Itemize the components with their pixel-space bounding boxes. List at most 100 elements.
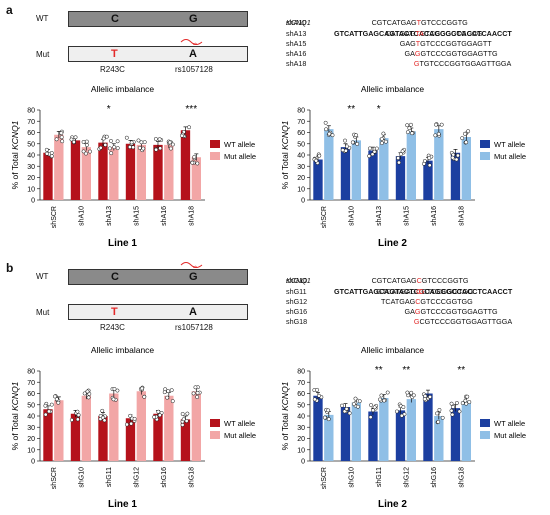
data-point [451, 404, 456, 409]
data-point [354, 133, 359, 138]
wt-g-base: G [189, 271, 198, 283]
data-point [115, 139, 120, 144]
panel-label: b [6, 261, 14, 275]
shrna-name: shA15 [286, 38, 307, 48]
reference-seq-pre: GTCATTGAGCAGTACTC [334, 286, 419, 296]
mutation-label: R243C [100, 65, 125, 74]
mut-a-base: A [189, 48, 197, 60]
panel-label: a [6, 3, 13, 17]
data-point [187, 125, 191, 130]
y-tick-label: 10 [27, 447, 35, 454]
bar-wt [395, 410, 406, 461]
bar-mut [136, 391, 146, 461]
shrna-sequence-row: shA10 CGTCATGAGTGTCCCGGTG [286, 18, 546, 28]
bar-mut [191, 157, 201, 200]
bar-mut [54, 400, 64, 461]
significance-marker: ** [375, 365, 383, 376]
data-point [124, 422, 129, 427]
data-point [195, 161, 200, 166]
y-axis-label: % of Total KCNQ1 [280, 381, 290, 450]
data-point [158, 146, 163, 151]
x-tick-label: shA13 [106, 206, 113, 226]
data-point [340, 403, 344, 408]
x-tick-label: shG11 [376, 467, 383, 487]
y-tick-label: 20 [297, 436, 305, 443]
shrna-name: shG10 [286, 276, 308, 286]
data-point [437, 407, 442, 412]
legend-swatch [210, 152, 220, 160]
data-point [394, 409, 399, 414]
shrna-sequence-row: shG12 TCATGAGCGTCCCGGTGG [286, 297, 546, 307]
bar-wt [153, 413, 163, 461]
data-point [353, 396, 358, 401]
bar-mut [379, 398, 389, 461]
bar-wt [423, 160, 433, 200]
data-point [100, 408, 105, 413]
y-tick-label: 60 [27, 130, 35, 137]
chart-title: Allelic imbalance [91, 84, 155, 94]
legend-label: WT allele [494, 140, 525, 149]
reference-sequence: KCNQ1 GTCATTGAGCAGTACTCGCAGGGCCACCTCAACC… [286, 266, 546, 295]
shrna-sequence: CGTCATGAGTGTCCCGGTG [371, 18, 468, 28]
data-point [103, 142, 108, 147]
x-tick-label: shA18 [188, 206, 195, 226]
data-point [49, 151, 54, 155]
data-point [351, 402, 356, 406]
data-point [350, 140, 355, 145]
y-tick-label: 40 [297, 414, 305, 421]
data-point [427, 163, 432, 168]
shrna-sequence-row: shA18 GTGTCCCGGTGGAGTTGGA [286, 59, 546, 69]
data-point [59, 135, 64, 140]
data-point [326, 408, 331, 413]
data-point [465, 394, 470, 399]
data-point [153, 137, 158, 141]
bar-mut [164, 395, 174, 461]
chart-b-line1: Allelic imbalance 0 10 20 30 40 50 60 70 80 % of T… [10, 345, 256, 510]
data-point [154, 147, 159, 152]
data-point [409, 390, 414, 395]
bar-mut [164, 144, 174, 200]
y-tick-label: 70 [27, 119, 35, 126]
data-point [436, 420, 441, 424]
y-tick-label: 20 [27, 175, 35, 182]
y-tick-label: 30 [297, 164, 305, 171]
mut-allele-box: T A [68, 304, 248, 320]
shrna-sequence-row: shG18 GCGTCCCGGTGGAGTTGGA [286, 317, 546, 327]
chart-b-line2: Allelic imbalance 0 10 20 30 40 50 60 70 80 % of T… [280, 345, 526, 510]
data-point [399, 413, 404, 418]
data-point [367, 154, 372, 158]
data-point [152, 415, 157, 420]
data-point [131, 145, 136, 150]
x-tick-label: shSCR [51, 467, 58, 489]
legend-label: Mut allele [494, 431, 526, 440]
data-point [165, 395, 170, 400]
shrna-sequence: GAGTGTCCCGGTGGAGTT [399, 38, 492, 48]
x-tick-label: shA15 [403, 206, 410, 226]
bar-mut [434, 129, 444, 200]
data-point [109, 139, 113, 143]
data-point [98, 145, 103, 150]
x-axis-label: Line 1 [108, 499, 137, 510]
data-point [323, 120, 328, 125]
significance-marker: ** [347, 104, 355, 115]
data-point [467, 400, 472, 405]
bar-wt [340, 407, 351, 461]
mutation-label: R243C [100, 323, 125, 332]
sh-mark-text: sh [193, 41, 197, 46]
bar-mut [461, 137, 471, 200]
data-point [156, 409, 161, 414]
reference-seq-mid: G [418, 286, 425, 296]
data-point [185, 411, 190, 416]
bar-wt [70, 413, 81, 461]
x-tick-label: shA13 [376, 206, 383, 226]
data-point [457, 409, 462, 414]
y-axis-label: % of Total KCNQ1 [10, 381, 20, 450]
bar-wt [125, 418, 136, 461]
reference-gene-name: KCNQ1 [286, 18, 311, 28]
data-point [433, 133, 438, 138]
data-point [102, 418, 107, 423]
data-point [464, 140, 469, 145]
x-tick-label: shG18 [188, 467, 195, 488]
data-point [398, 152, 403, 157]
data-point [129, 140, 134, 145]
